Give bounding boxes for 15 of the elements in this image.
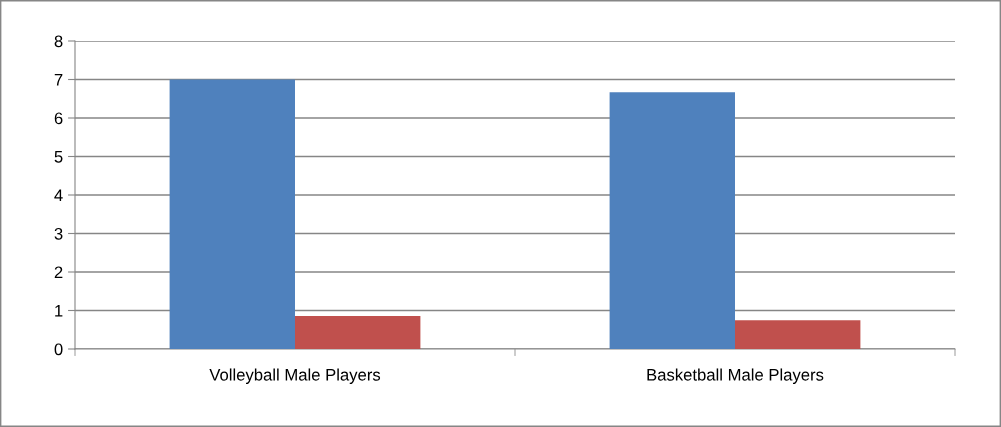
- y-tick-label: 7: [54, 74, 63, 86]
- bar: [735, 320, 861, 349]
- bar: [169, 79, 295, 349]
- y-tick-label: 5: [54, 151, 63, 163]
- y-tick-label: 3: [54, 227, 63, 240]
- y-tick-label: 6: [54, 112, 63, 125]
- y-tick-label: 8: [54, 35, 63, 48]
- y-tick-label: 1: [55, 305, 63, 317]
- bar: [609, 92, 735, 349]
- x-tick-label: Basketball Male Players: [647, 368, 824, 384]
- x-tick-label: Volleyball Male Players: [209, 368, 381, 384]
- y-tick-label: 2: [54, 266, 63, 279]
- y-tick-label: 4: [54, 189, 63, 202]
- bar: [295, 315, 421, 349]
- y-tick-label: 0: [54, 343, 63, 356]
